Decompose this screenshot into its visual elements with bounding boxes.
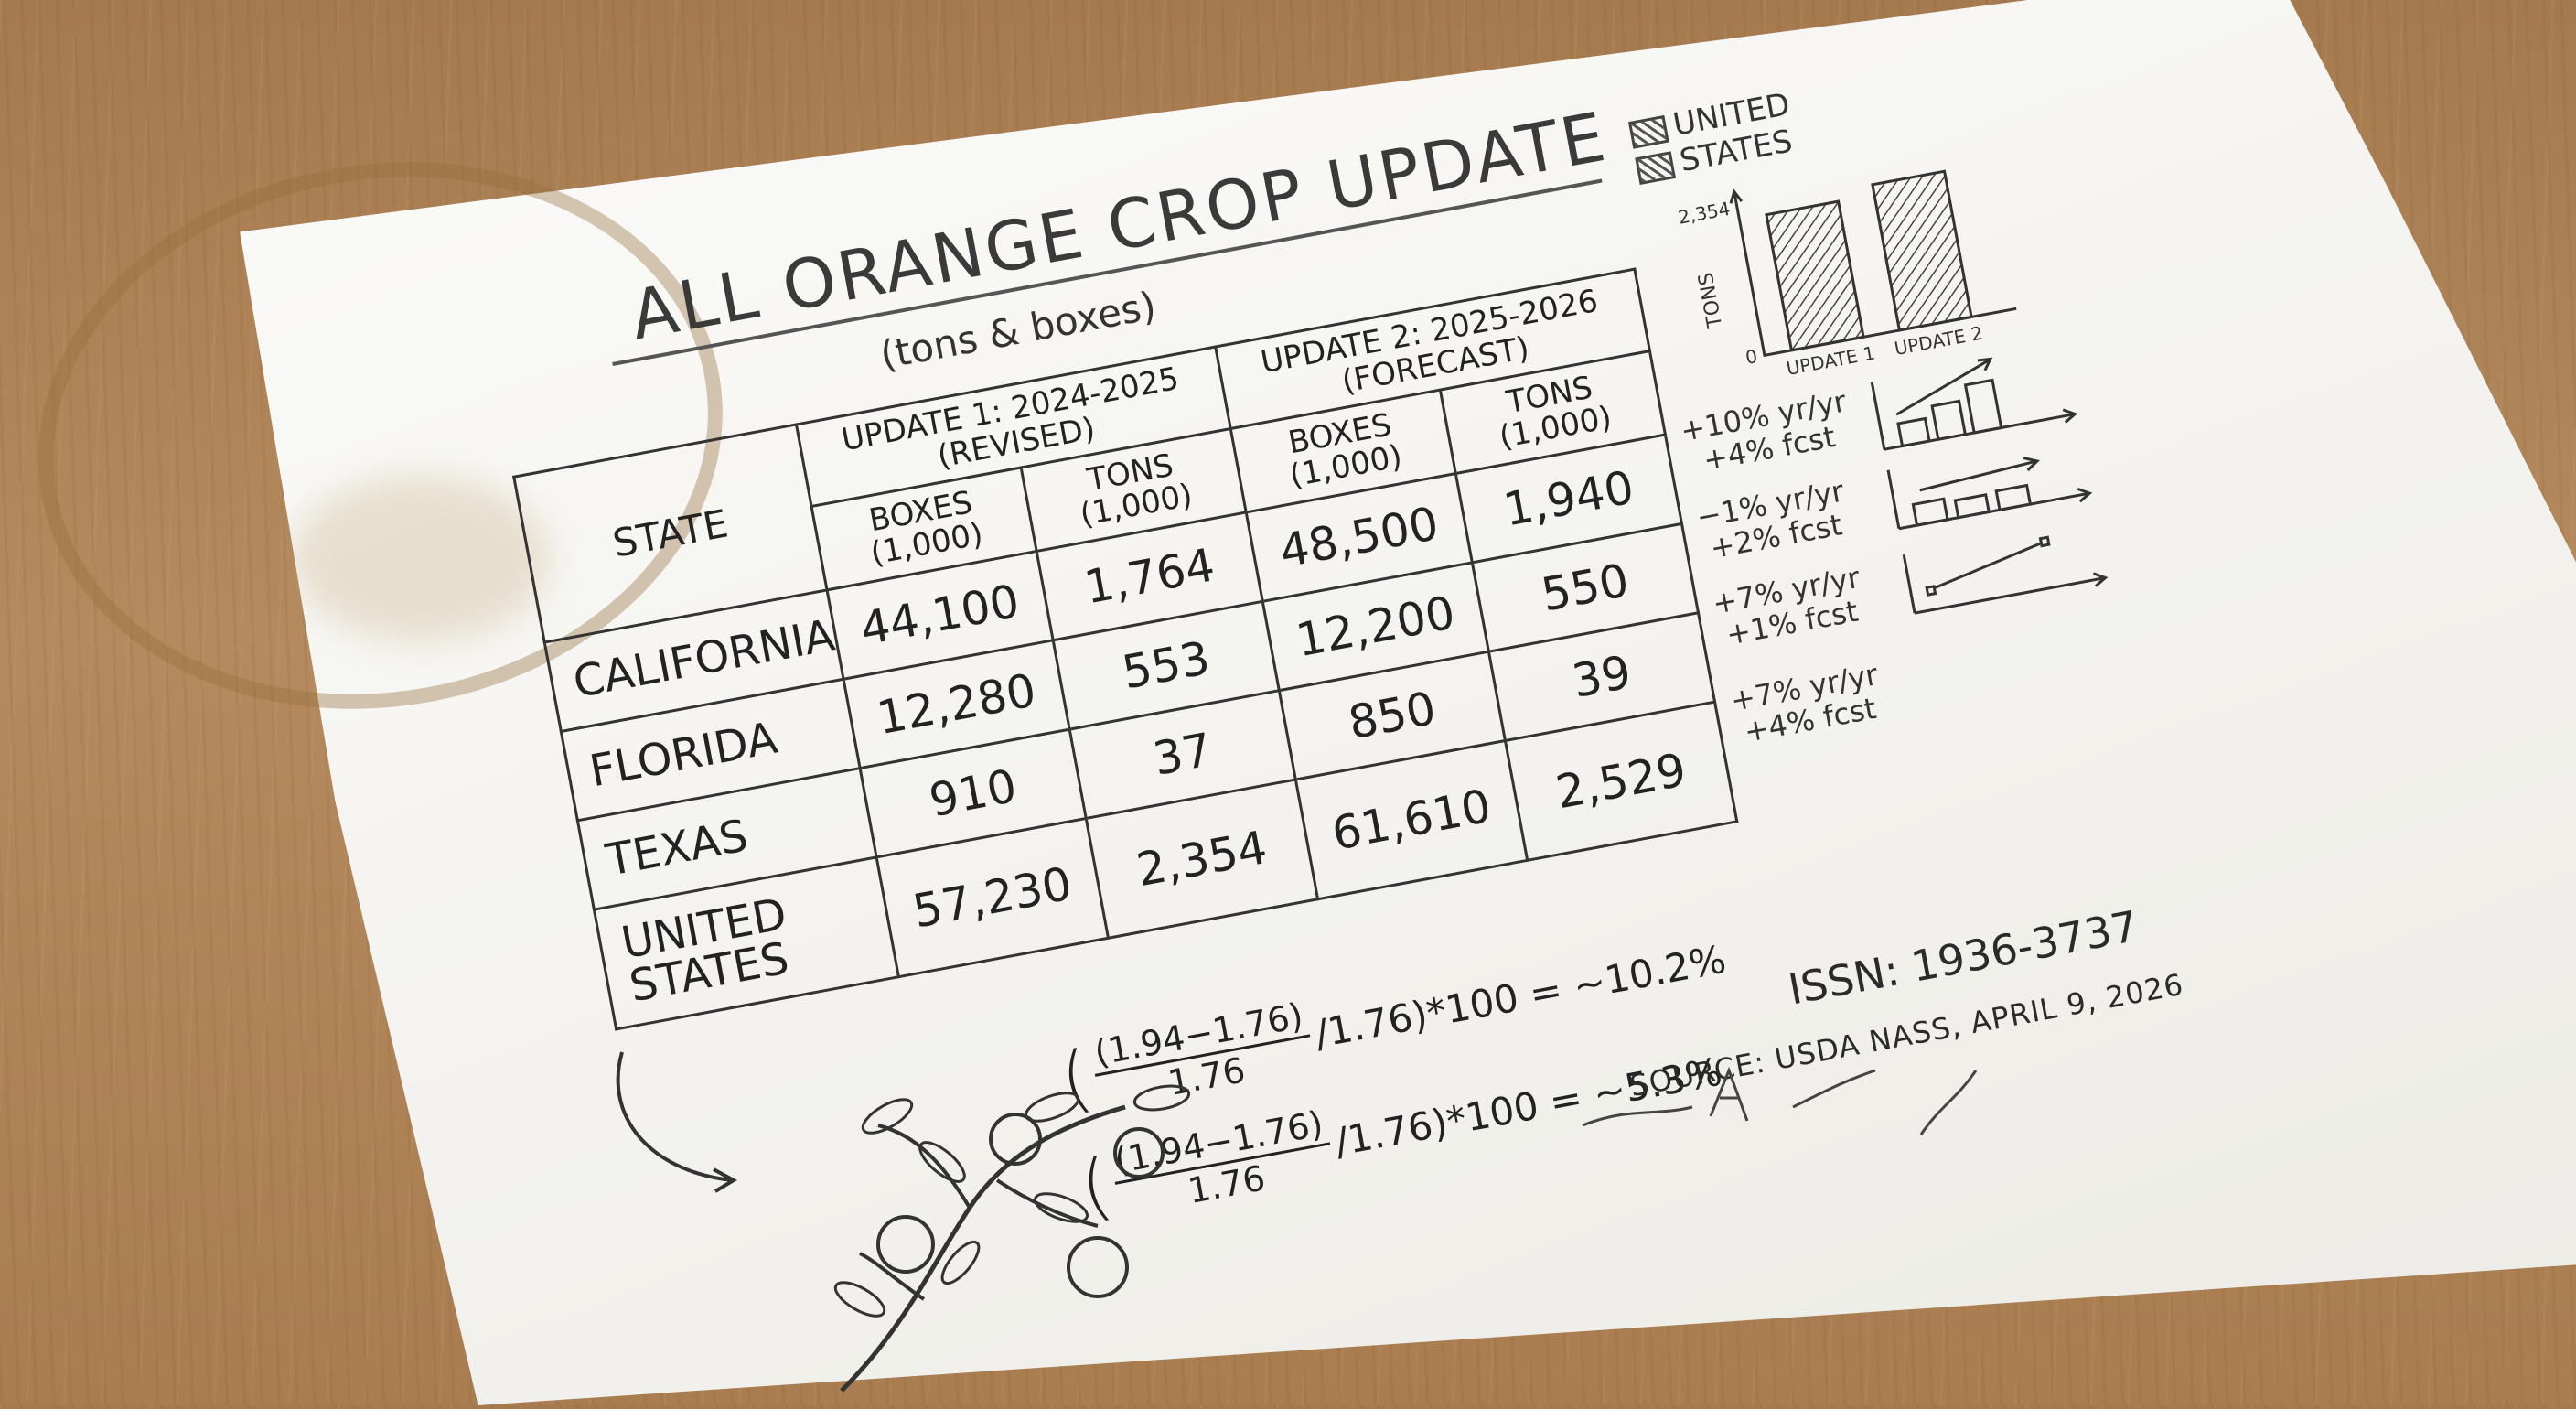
axis-arrow-icon — [1729, 188, 1744, 204]
pen-scribble — [1582, 1066, 1978, 1135]
coffee-stain — [293, 476, 549, 640]
paper-napkin — [240, 0, 2576, 1405]
trend-sketch-line — [1902, 535, 2109, 615]
legend-swatch — [1627, 114, 1669, 149]
trend-sketch-rising — [1870, 357, 2078, 451]
y-tick-label: 0 — [1744, 345, 1759, 369]
y-tick-label: 2,354 — [1676, 198, 1732, 229]
change-note: +7% yr/yr +1% fcst — [1710, 560, 1868, 653]
curved-arrow-icon — [616, 1051, 738, 1193]
handwritten-sheet: ALL ORANGE CROP UPDATE (tons & boxes) UN… — [512, 86, 2186, 1285]
change-note: +7% yr/yr +4% fcst — [1728, 657, 1886, 750]
change-note: −1% yr/yr +2% fcst — [1694, 473, 1852, 566]
bar — [1871, 169, 1973, 332]
bar — [1765, 199, 1865, 352]
orange-branch-sketch — [833, 1084, 1191, 1393]
trend-sketch-flat — [1886, 457, 2093, 531]
y-axis-label: TONS — [1695, 271, 1728, 331]
